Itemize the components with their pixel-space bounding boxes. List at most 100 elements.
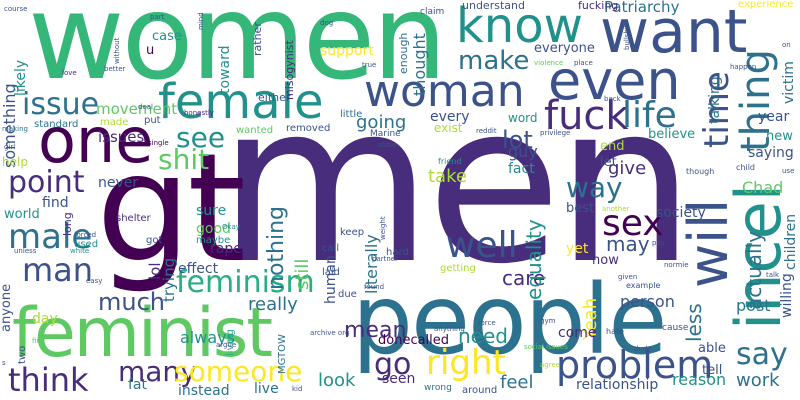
word-someone: someone [174,355,303,388]
word-new: new [766,129,793,144]
word-social-issues: social issues [524,343,568,351]
word-hate: hate [606,327,625,336]
word-feminism: feminism [176,265,315,300]
word-mean: mean [344,318,407,343]
word-making: making [2,125,28,133]
word-anyone: anyone [0,283,14,332]
word-human: human [323,255,339,304]
word-first: first [32,337,46,345]
word-claim: claim [420,7,445,17]
word-argue: argue [216,341,237,349]
word-care: care [502,266,546,290]
word-toward: toward [217,45,233,94]
word-pay: pay [652,239,665,247]
word-seen: seen [382,371,416,387]
word-day: day [32,311,58,327]
word-let: let [600,155,617,170]
word-person: person [620,292,675,311]
word-wanted: wanted [236,125,274,136]
word-love: love [62,69,77,77]
word-support: support [320,43,374,59]
word-able: able [698,341,726,356]
word-friend: friend [438,157,462,166]
word-fact: fact [508,161,535,177]
word-partner: partner [372,255,398,263]
word-got: got [146,235,163,246]
word-another: another [602,205,630,213]
word-white: white [70,247,90,255]
word-best: best [566,201,595,216]
word-found: found [364,283,385,291]
word-work: work [736,370,780,391]
word-children: children [783,213,799,270]
word-Marine: Marine [370,129,401,139]
word-understand: understand [462,0,525,12]
word-still: still [292,258,313,290]
word-single: single [148,139,169,147]
word-hard: hard [386,247,409,258]
word-trying: trying [160,257,178,302]
word-easy: easy [86,277,103,285]
word-deal: deal [138,103,153,111]
word-well: well [446,225,518,266]
word-guy: guy [508,142,538,161]
word-agree: agree [540,361,561,369]
word-exist: exist [434,121,463,135]
word-post: post [736,296,771,315]
word-true: true [362,61,377,69]
word-shelter: shelter [116,213,151,224]
word-one: one [38,104,154,177]
word-many: many [118,355,197,388]
word-shit: shit [158,143,210,176]
word-really: really [248,294,298,315]
word-archive-org: archive org [310,329,350,337]
word-forced: forced [74,231,97,239]
word-put: put [144,115,161,126]
word-think: think [8,361,89,399]
word-tell: tell [702,363,723,378]
word-help: help [2,155,28,169]
word-either: either [258,91,291,104]
word-sure: sure [196,203,227,219]
word-standard: standard [34,119,79,130]
word-on: on [782,41,791,49]
word-donecalled: donecalled [378,333,450,348]
word-though: though [686,167,715,176]
word-laid: laid [322,267,341,278]
word-live: live [254,381,279,397]
word-issues: issues [98,128,145,146]
word-wrong: wrong [424,383,452,393]
word-gym: gym [540,317,556,325]
word-now: now [592,253,619,268]
word-rape: rape [210,241,242,257]
word-every: every [430,109,470,125]
word-u: u [146,43,155,58]
word-little: little [340,109,363,120]
word-Okay: Okay [222,223,240,231]
word-want: want [600,0,748,67]
word-use: use [782,167,795,175]
word-mind: mind [197,12,205,30]
word-example: example [626,281,661,290]
word-make: make [458,46,530,76]
word-man: man [22,251,94,289]
word-violence: violence [534,59,564,67]
word-society: society [656,205,706,221]
word-anything: anything [434,325,465,333]
word-willing: willing [779,273,795,318]
word-never: never [98,175,139,191]
word-right: right [426,343,506,383]
word-cause: cause [662,323,689,333]
word-dude: dude [634,345,652,353]
word-lol: lol [146,262,164,280]
word-due: due [338,289,357,300]
word-life: life [622,95,677,136]
word-relationship: relationship [576,377,659,393]
word-movement: movement [96,100,178,118]
word-weight: weight [379,216,387,240]
word-way: way [566,171,623,204]
word-around: around [462,385,498,396]
word-enough: enough [397,32,410,74]
word-come: come [558,325,597,341]
word-MGTOW: MGTOW [277,334,288,374]
